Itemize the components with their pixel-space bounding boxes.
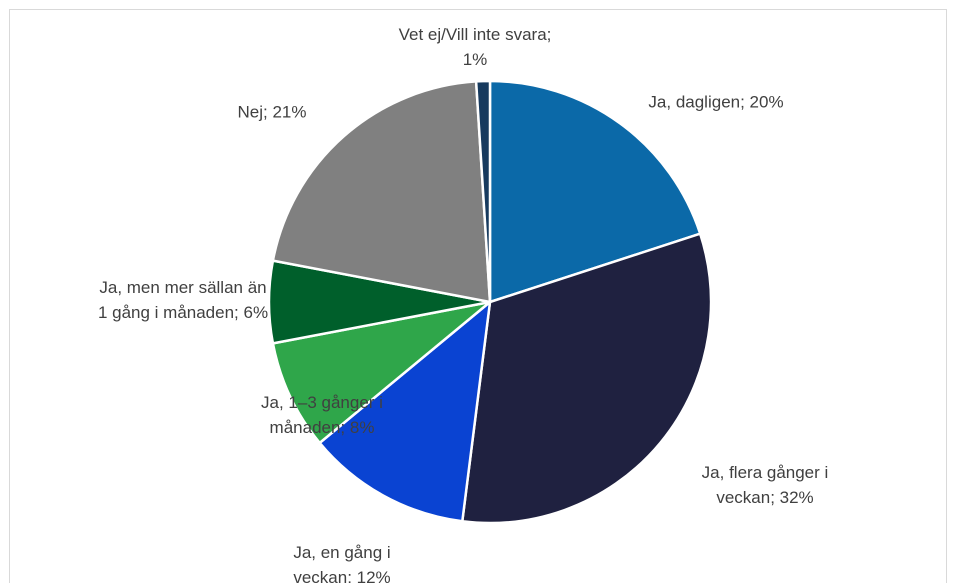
pie-slice xyxy=(461,232,713,525)
pie-slice xyxy=(488,79,702,304)
pie-slice xyxy=(474,79,492,304)
data-label: Ja, men mer sällan än 1 gång i månaden; … xyxy=(97,278,269,322)
pie-slice xyxy=(271,80,492,304)
data-label: Vet ej/Vill inte svara; 1% xyxy=(398,25,552,69)
data-label: Ja, dagligen; 20% xyxy=(648,92,784,112)
pie-slice xyxy=(318,300,492,523)
data-label: Ja, 1–3 gånger i månaden; 8% xyxy=(261,393,383,437)
data-label: Ja, en gång i veckan; 12% xyxy=(293,543,391,583)
data-label: Ja, flera gånger i veckan; 32% xyxy=(701,463,829,507)
chart-frame xyxy=(9,9,947,583)
pie-slice xyxy=(271,300,492,445)
data-label: Nej; 21% xyxy=(237,102,307,122)
